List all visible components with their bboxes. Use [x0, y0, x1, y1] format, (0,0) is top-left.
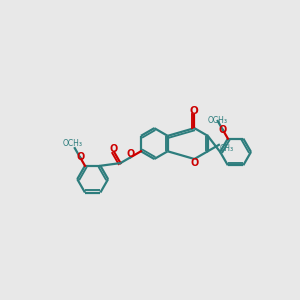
Text: O: O	[110, 144, 118, 154]
Text: CH₃: CH₃	[220, 144, 234, 153]
Text: O: O	[219, 125, 227, 135]
Text: O: O	[76, 152, 84, 162]
Text: O: O	[190, 106, 199, 116]
Text: O: O	[127, 149, 135, 159]
Text: OCH₃: OCH₃	[63, 140, 82, 148]
Text: O: O	[190, 158, 199, 168]
Text: OCH₃: OCH₃	[208, 116, 228, 125]
